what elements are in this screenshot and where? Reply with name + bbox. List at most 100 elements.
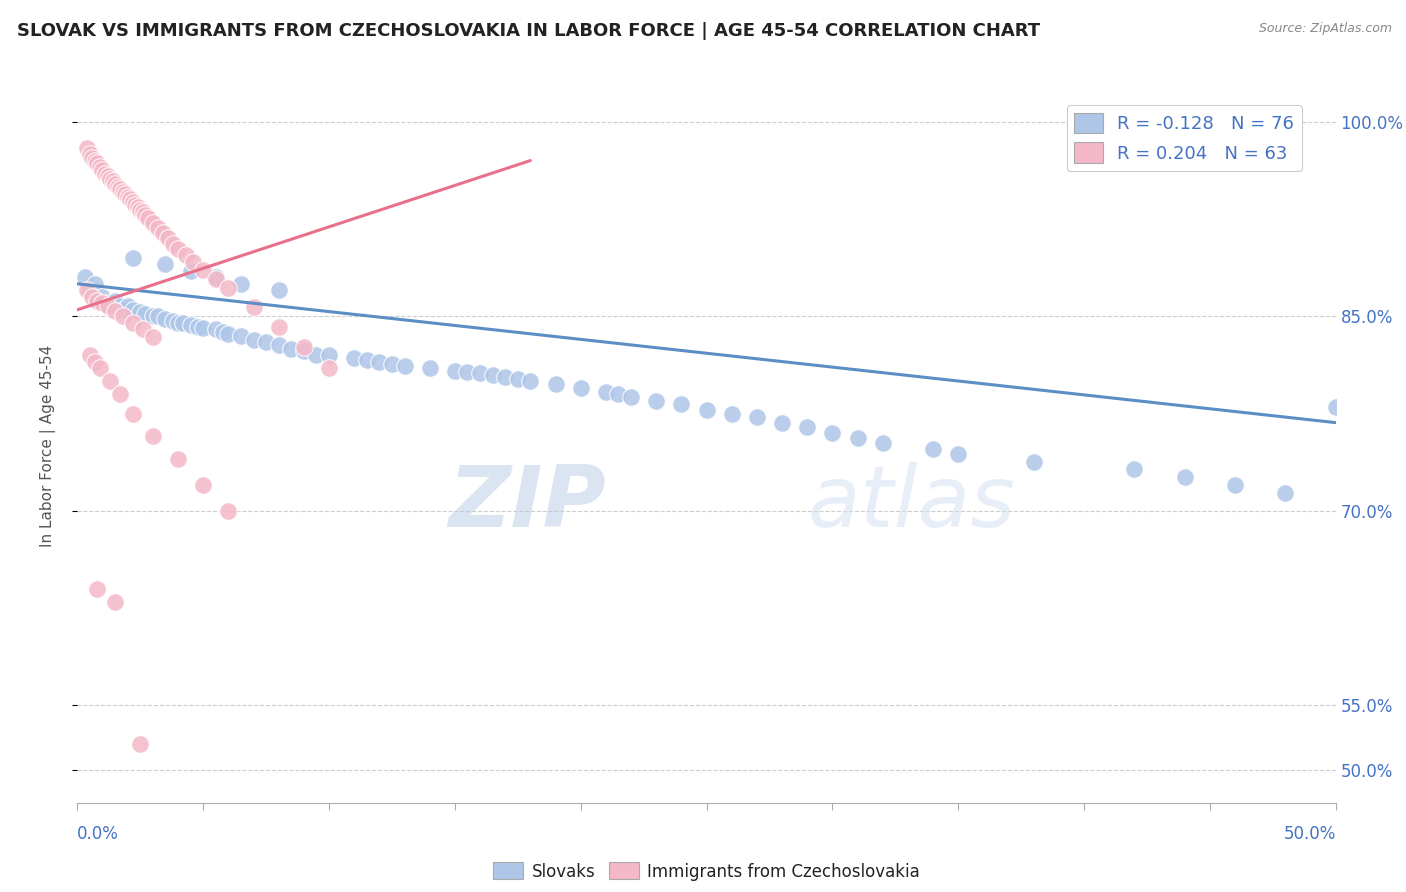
Point xyxy=(124,197,146,211)
Point xyxy=(84,153,107,168)
Point xyxy=(174,248,197,262)
Point xyxy=(292,340,315,354)
Text: 50.0%: 50.0% xyxy=(1284,825,1336,843)
Point xyxy=(506,371,529,385)
Point xyxy=(645,393,668,408)
Point xyxy=(229,328,252,343)
Point xyxy=(96,299,118,313)
Point xyxy=(86,582,108,596)
Point xyxy=(544,376,567,391)
Point xyxy=(129,738,152,752)
Text: SLOVAK VS IMMIGRANTS FROM CZECHOSLOVAKIA IN LABOR FORCE | AGE 45-54 CORRELATION : SLOVAK VS IMMIGRANTS FROM CZECHOSLOVAKIA… xyxy=(17,22,1040,40)
Point xyxy=(1174,470,1197,484)
Point xyxy=(98,299,121,313)
Point xyxy=(305,348,328,362)
Point xyxy=(280,342,302,356)
Point xyxy=(76,140,98,154)
Point xyxy=(620,390,643,404)
Point xyxy=(96,296,118,310)
Point xyxy=(356,353,378,368)
Point xyxy=(76,283,98,297)
Point xyxy=(191,262,215,277)
Point xyxy=(872,436,894,450)
Point xyxy=(73,270,96,285)
Point xyxy=(181,254,204,268)
Point xyxy=(494,370,516,384)
Y-axis label: In Labor Force | Age 45-54: In Labor Force | Age 45-54 xyxy=(41,345,56,547)
Point xyxy=(104,595,127,609)
Point xyxy=(79,348,101,362)
Text: Source: ZipAtlas.com: Source: ZipAtlas.com xyxy=(1258,22,1392,36)
Point xyxy=(104,293,127,308)
Point xyxy=(212,325,235,339)
Point xyxy=(108,299,131,313)
Point xyxy=(89,361,111,376)
Point xyxy=(217,327,239,342)
Point xyxy=(121,316,143,330)
Point xyxy=(172,316,194,330)
Point xyxy=(94,167,117,181)
Point xyxy=(132,322,155,336)
Point xyxy=(444,364,467,378)
Point xyxy=(79,283,101,297)
Point xyxy=(98,374,121,388)
Point xyxy=(101,174,124,188)
Point xyxy=(394,359,416,373)
Point xyxy=(117,299,139,313)
Point xyxy=(146,310,169,324)
Point xyxy=(242,333,264,347)
Point xyxy=(121,251,143,265)
Point xyxy=(82,151,104,165)
Point xyxy=(318,361,340,376)
Point xyxy=(142,310,165,324)
Point xyxy=(162,236,184,251)
Point xyxy=(142,428,165,442)
Point xyxy=(696,402,718,417)
Point xyxy=(111,310,134,324)
Point xyxy=(117,190,139,204)
Point xyxy=(267,283,290,297)
Point xyxy=(191,321,215,335)
Point xyxy=(468,367,491,381)
Point xyxy=(770,416,793,430)
Point xyxy=(107,179,129,194)
Legend: R = -0.128   N = 76, R = 0.204   N = 63: R = -0.128 N = 76, R = 0.204 N = 63 xyxy=(1067,105,1302,170)
Point xyxy=(318,348,340,362)
Point xyxy=(948,447,970,461)
Point xyxy=(162,314,184,328)
Point xyxy=(121,195,143,210)
Point xyxy=(142,330,165,344)
Point xyxy=(607,387,630,401)
Point xyxy=(146,221,169,235)
Point xyxy=(595,384,617,399)
Point xyxy=(292,344,315,359)
Point xyxy=(569,381,592,395)
Point xyxy=(142,216,165,230)
Point xyxy=(96,169,118,183)
Point xyxy=(204,271,226,285)
Point xyxy=(167,452,190,467)
Point xyxy=(1022,454,1045,468)
Text: atlas: atlas xyxy=(807,461,1015,545)
Point xyxy=(156,231,179,245)
Point xyxy=(254,335,277,350)
Point xyxy=(671,397,693,411)
Point xyxy=(242,300,264,314)
Point xyxy=(180,318,202,333)
Text: ZIP: ZIP xyxy=(449,461,606,545)
Point xyxy=(519,374,541,388)
Point xyxy=(136,211,159,225)
Point xyxy=(129,202,152,217)
Point xyxy=(155,257,177,271)
Point xyxy=(111,185,134,199)
Point xyxy=(91,296,114,310)
Point xyxy=(120,193,142,207)
Point xyxy=(204,322,226,336)
Point xyxy=(108,387,131,401)
Point xyxy=(111,302,134,317)
Point xyxy=(217,281,239,295)
Point xyxy=(91,290,114,304)
Point xyxy=(381,357,404,371)
Point xyxy=(86,293,108,308)
Point xyxy=(167,242,190,256)
